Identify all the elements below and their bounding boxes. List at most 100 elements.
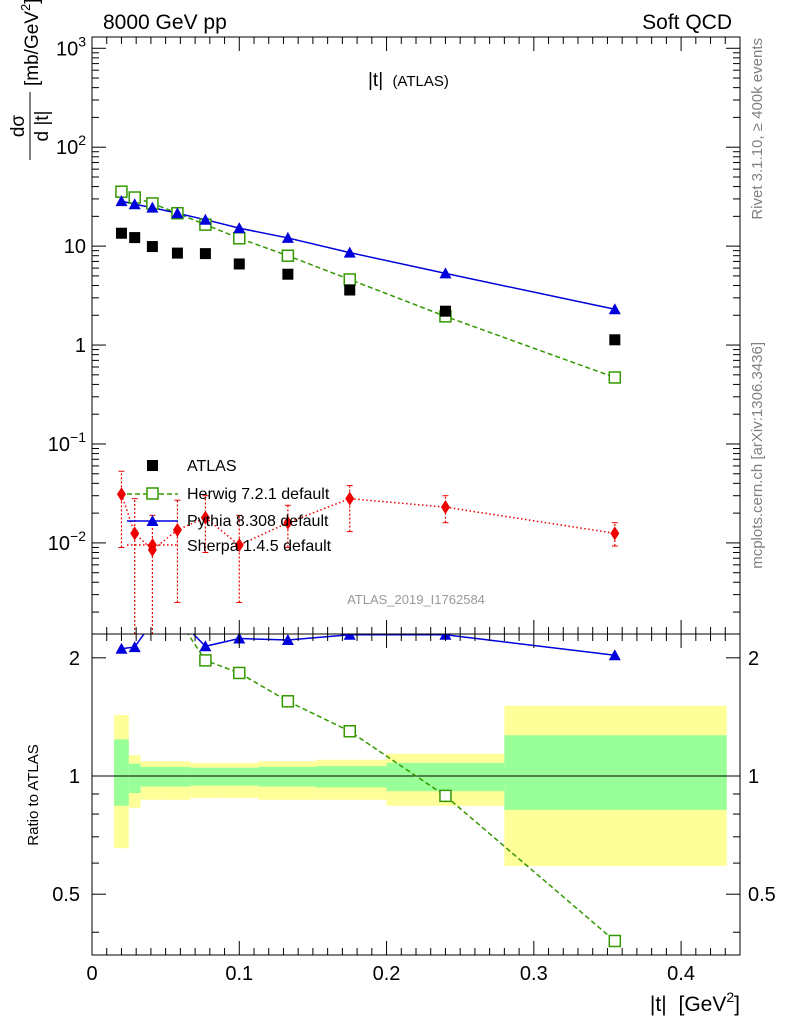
main-title-main: |t| — [368, 70, 383, 91]
legend-pythia-label: Pythia 8.308 default — [187, 513, 329, 530]
sherpa-line — [120, 494, 615, 551]
main-y-tick-label-base: 10 — [56, 38, 78, 60]
main-y-tick-label: 1 — [75, 335, 86, 357]
main-y-tick-label-base: 10 — [48, 434, 70, 456]
pythia-point — [128, 198, 141, 210]
ratio-y-tick-label-right: 1 — [748, 766, 759, 788]
ratio-band-green — [315, 766, 387, 788]
ylabel-unit: [mb/GeV2] — [18, 0, 43, 86]
ratio-band-green — [128, 763, 141, 794]
pythia-point — [199, 213, 212, 225]
sherpa-point — [283, 515, 293, 530]
ratio-y-tick-label-right: 2 — [748, 648, 759, 670]
herwig-line — [121, 191, 616, 379]
main-y-tick-label: 103 — [56, 33, 86, 60]
main-y-tick-label: 102 — [56, 132, 86, 159]
ylabel-unit-base: [mb/GeV — [22, 11, 43, 86]
main-y-tick-label-base: 10 — [48, 533, 70, 555]
sherpa-point — [345, 491, 355, 506]
herwig-point — [608, 371, 622, 384]
ratio-pythia-point — [128, 641, 141, 653]
rivet-label: Rivet 3.1.10, ≥ 400k events — [749, 38, 766, 220]
ratio-band-green — [140, 766, 166, 787]
ratio-herwig-point — [233, 666, 246, 680]
main-y-tick-label-base: 10 — [56, 137, 78, 159]
atlas-point — [199, 248, 211, 260]
ratio-pythia-point — [343, 634, 356, 640]
main-y-tick-label-exp: 3 — [78, 33, 86, 49]
main-y-tick-label: 10−2 — [48, 528, 86, 555]
sherpa-point — [130, 526, 140, 541]
main-y-label: dσ d |t| [mb/GeV2] — [8, 0, 53, 160]
pythia-point — [439, 267, 452, 279]
main-y-tick-label-exp: 2 — [78, 132, 86, 148]
pythia-point — [233, 222, 246, 234]
x-axis-label-sup: 2 — [726, 989, 734, 1005]
legend: ATLAS Herwig 7.2.1 default Pythia 8.308 … — [127, 458, 332, 555]
sherpa-point — [200, 510, 210, 525]
ylabel-numerator: dσ — [8, 115, 29, 138]
x-tick-label: 0 — [86, 963, 97, 985]
ylabel-unit-sup: 2 — [18, 4, 33, 11]
x-tick-label: 0.4 — [667, 963, 695, 985]
ylabel-denominator: d |t| — [32, 111, 53, 142]
x-axis-label-close: ] — [734, 993, 740, 1016]
ratio-band-green — [114, 739, 129, 806]
x-tick-label: 0.1 — [225, 963, 253, 985]
legend-sherpa-label: Sherpa 1.4.5 default — [187, 538, 332, 555]
ratio-pythia-point — [115, 642, 128, 654]
mcplots-label: mcplots.cern.ch [arXiv:1306.3436] — [749, 342, 766, 569]
ratio-plot-layer: 0.5 0.5 1 1 2 2 0 0.1 0.2 0.3 0.4 — [52, 634, 776, 985]
atlas-point — [439, 305, 451, 317]
main-title: |t| (ATLAS) — [368, 70, 449, 91]
atlas-point — [171, 247, 183, 259]
sherpa-point — [172, 523, 182, 538]
sherpa-point — [116, 487, 126, 502]
x-tick-label: 0.3 — [520, 963, 548, 985]
ratio-frame — [91, 633, 741, 956]
ylabel-unit-close: ] — [22, 0, 43, 4]
pythia-point — [146, 201, 159, 213]
ratio-band-green — [386, 762, 505, 792]
sherpa-point — [610, 526, 620, 541]
atlas-point — [282, 268, 294, 280]
ratio-y-tick-label-right: 0.5 — [748, 884, 776, 906]
ratio-herwig-point — [439, 789, 452, 803]
x-tick-label: 0.2 — [373, 963, 401, 985]
x-axis-label-var: |t| — [650, 993, 667, 1016]
pythia-point — [343, 246, 356, 258]
herwig-point — [233, 232, 246, 245]
analysis-id: ATLAS_2019_I1762584 — [347, 592, 485, 607]
ratio-band-green — [258, 766, 316, 787]
ratio-y-label: Ratio to ATLAS — [25, 744, 42, 845]
x-axis-label: |t| [GeV2] — [650, 989, 740, 1016]
main-title-sub: (ATLAS) — [392, 73, 448, 90]
herwig-point — [343, 273, 356, 286]
energy-label: 8000 GeV pp — [103, 11, 227, 34]
pythia-line — [121, 200, 615, 311]
atlas-point — [115, 227, 127, 239]
main-y-tick-label-exp: −2 — [70, 528, 86, 544]
ratio-band-green — [165, 766, 191, 787]
pythia-point — [115, 195, 128, 207]
legend-atlas-marker — [147, 460, 158, 471]
ratio-y-tick-label: 1 — [69, 766, 80, 788]
sherpa-point — [234, 538, 244, 553]
ratio-band-green — [221, 767, 259, 786]
legend-herwig-marker — [146, 487, 159, 500]
legend-pythia-marker — [146, 515, 159, 526]
ratio-panel: 0.5 0.5 1 1 2 2 0 0.1 0.2 0.3 0.4 Ratio to ATLAS |… — [25, 633, 776, 1016]
pythia-point — [608, 303, 621, 315]
main-y-tick-label: 10−1 — [48, 429, 86, 456]
ratio-herwig-point — [343, 725, 356, 738]
ratio-herwig-point — [199, 654, 212, 667]
herwig-point — [281, 249, 295, 262]
ratio-pythia-point — [199, 640, 212, 652]
main-y-tick-label-exp: −1 — [70, 429, 86, 445]
process-label: Soft QCD — [642, 11, 732, 34]
ratio-band-green — [504, 735, 727, 810]
pythia-point — [281, 231, 294, 243]
main-y-tick-label-base: 1 — [75, 335, 86, 357]
